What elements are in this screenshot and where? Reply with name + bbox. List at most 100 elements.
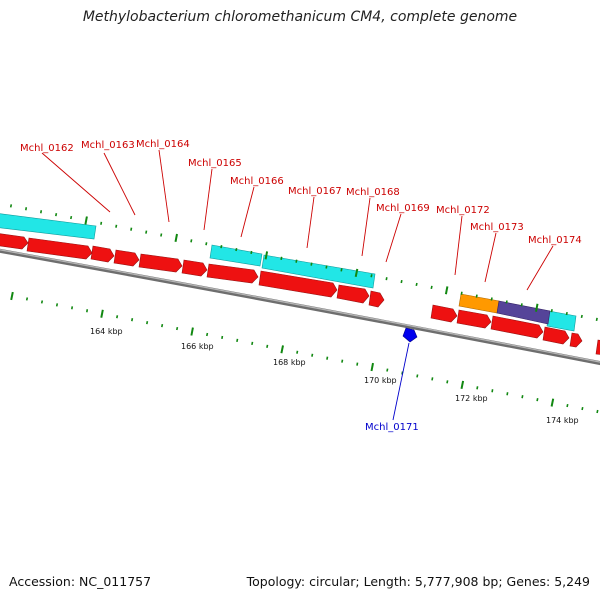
major-tick xyxy=(280,345,284,354)
gene-label: Mchl_0173 xyxy=(470,222,524,233)
minor-tick xyxy=(130,227,133,231)
minor-tick xyxy=(25,207,28,211)
minor-tick xyxy=(565,311,568,316)
minor-tick xyxy=(341,359,344,363)
outer-tick-marks xyxy=(9,204,598,322)
minor-tick xyxy=(176,326,179,331)
forward-gene xyxy=(90,245,115,263)
forward-gene xyxy=(258,270,338,298)
reverse-gene xyxy=(0,213,97,240)
leader-line xyxy=(526,245,554,291)
minor-tick xyxy=(220,245,223,249)
forward-gene xyxy=(368,290,385,308)
minor-tick xyxy=(295,259,298,263)
gene-label: Mchl_0164 xyxy=(136,139,190,150)
forward-gene xyxy=(0,233,29,250)
minor-tick xyxy=(266,344,269,348)
minor-tick xyxy=(221,335,224,340)
forward-gene xyxy=(336,284,370,304)
minor-tick xyxy=(70,215,73,220)
reverse-strand-genes xyxy=(0,213,577,332)
minor-tick xyxy=(161,323,164,328)
leader-line xyxy=(158,149,170,223)
minor-tick xyxy=(386,368,389,372)
minor-tick xyxy=(520,303,523,307)
leader-line xyxy=(484,232,497,283)
minor-tick xyxy=(116,315,119,319)
minor-tick xyxy=(475,294,478,298)
minor-tick xyxy=(310,262,313,266)
gene-label: Mchl_0174 xyxy=(528,235,582,246)
major-tick xyxy=(264,251,269,260)
minor-tick xyxy=(71,306,74,310)
minor-tick xyxy=(416,374,419,378)
leader-line xyxy=(203,168,213,231)
minor-tick xyxy=(251,341,254,346)
genome-backbone xyxy=(0,248,600,366)
minor-tick xyxy=(505,300,508,304)
minor-tick xyxy=(100,221,103,225)
leader-line xyxy=(454,215,463,276)
major-tick xyxy=(550,398,555,407)
minor-tick xyxy=(430,285,433,290)
blue-gene-feature xyxy=(402,327,418,343)
leader-line xyxy=(361,197,371,257)
minor-tick xyxy=(236,338,239,343)
gene-label: Mchl_0167 xyxy=(288,186,342,197)
minor-tick xyxy=(431,377,434,381)
gene-label: Mchl_0169 xyxy=(376,203,430,214)
major-tick xyxy=(84,216,88,225)
gene-label: Mchl_0162 xyxy=(20,143,74,154)
leader-line xyxy=(240,186,255,238)
forward-gene xyxy=(138,253,183,273)
forward-gene xyxy=(181,259,208,277)
minor-tick xyxy=(40,300,44,304)
minor-tick xyxy=(205,242,208,246)
leader-line xyxy=(306,196,315,249)
major-tick xyxy=(370,362,374,372)
scale-label: 168 kbp xyxy=(273,358,306,367)
leader-line xyxy=(103,152,136,216)
forward-gene xyxy=(542,326,570,345)
minor-tick xyxy=(596,409,599,414)
major-tick xyxy=(10,291,14,301)
minor-tick xyxy=(340,268,343,272)
minor-tick xyxy=(296,350,299,354)
major-tick xyxy=(100,309,104,318)
leader-line-blue xyxy=(392,342,410,421)
minor-tick xyxy=(25,297,29,301)
minor-tick xyxy=(550,309,553,313)
major-tick xyxy=(354,268,359,277)
minor-tick xyxy=(86,309,89,313)
minor-tick xyxy=(460,291,463,295)
minor-tick xyxy=(190,239,193,243)
topology-text: Topology: circular; Length: 5,777,908 bp… xyxy=(246,574,590,589)
major-tick xyxy=(190,327,194,336)
forward-gene xyxy=(490,315,544,339)
minor-tick xyxy=(521,395,524,399)
minor-tick xyxy=(160,233,163,237)
minor-tick xyxy=(40,210,43,214)
major-tick xyxy=(460,380,465,389)
gene-label: Mchl_0166 xyxy=(230,176,284,187)
minor-tick xyxy=(146,321,149,325)
minor-tick xyxy=(356,362,359,366)
gene-label: Mchl_0172 xyxy=(436,205,490,216)
minor-tick xyxy=(506,392,509,396)
forward-gene xyxy=(456,309,492,329)
minor-tick xyxy=(280,256,283,260)
purple-feature xyxy=(496,300,551,325)
forward-strand-genes xyxy=(0,233,600,355)
minor-tick xyxy=(595,317,598,322)
minor-tick xyxy=(326,356,329,360)
minor-tick xyxy=(325,265,328,269)
forward-gene xyxy=(113,249,140,267)
forward-gene xyxy=(595,339,600,355)
scale-label: 170 kbp xyxy=(364,376,397,385)
minor-tick xyxy=(131,318,134,322)
minor-tick xyxy=(580,314,583,319)
label-leader-lines xyxy=(41,149,554,291)
leader-line xyxy=(385,213,402,263)
major-tick xyxy=(174,233,178,242)
